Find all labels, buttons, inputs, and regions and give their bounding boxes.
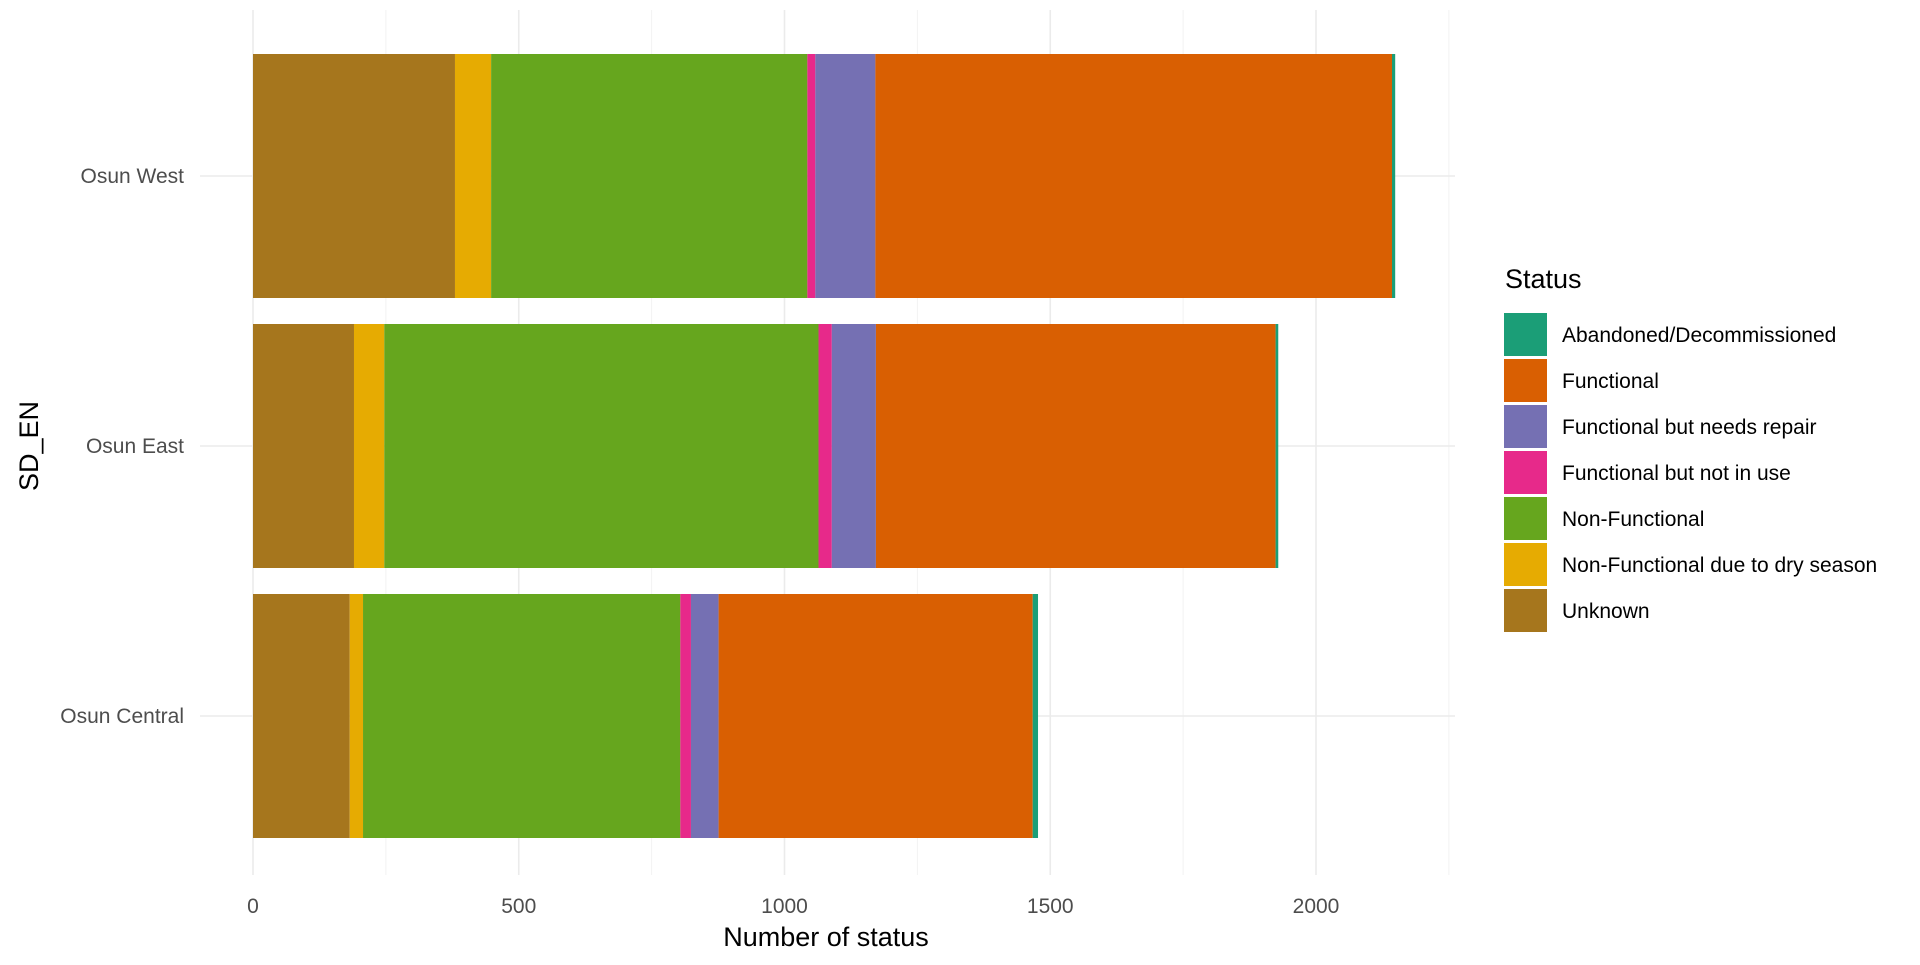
x-tick-label: 2000 xyxy=(1293,895,1340,918)
legend-key xyxy=(1504,359,1547,402)
bar-segment xyxy=(875,54,1393,298)
bar-segment xyxy=(1275,324,1279,568)
legend-title: Status xyxy=(1505,264,1582,294)
bar-segment xyxy=(253,594,350,838)
bar-segment xyxy=(807,54,816,298)
bar-segment xyxy=(1032,594,1039,838)
bar-segment xyxy=(353,324,385,568)
legend: Status Abandoned/Decommissioned Functiona… xyxy=(1504,264,1877,632)
x-axis-ticks: 0 500 1000 1500 2000 xyxy=(247,895,1339,918)
bar-segment xyxy=(349,594,364,838)
x-axis-title: Number of status xyxy=(723,922,929,952)
y-axis-title: SD_EN xyxy=(14,401,44,491)
bar-segment xyxy=(680,594,691,838)
legend-label: Unknown xyxy=(1562,600,1650,623)
bar-segment xyxy=(875,324,1276,568)
y-tick-label: Osun Central xyxy=(60,705,184,728)
legend-key xyxy=(1504,313,1547,356)
legend-key xyxy=(1504,497,1547,540)
bar-segment xyxy=(1392,54,1396,298)
bar-segment xyxy=(690,594,719,838)
y-axis-ticks: Osun West Osun East Osun Central xyxy=(60,165,184,728)
y-tick-label: Osun East xyxy=(86,435,184,458)
x-tick-label: 500 xyxy=(501,895,536,918)
bar-segment xyxy=(253,54,455,298)
legend-label: Non-Functional due to dry season xyxy=(1562,554,1877,577)
bar-segment xyxy=(818,324,832,568)
bar-segment xyxy=(253,324,354,568)
legend-key xyxy=(1504,589,1547,632)
legend-label: Non-Functional xyxy=(1562,508,1704,531)
legend-key xyxy=(1504,405,1547,448)
legend-key xyxy=(1504,451,1547,494)
legend-label: Functional but not in use xyxy=(1562,462,1791,485)
bar-segment xyxy=(491,54,808,298)
x-tick-label: 1000 xyxy=(761,895,808,918)
bar-segment xyxy=(454,54,492,298)
bars xyxy=(253,54,1396,838)
legend-label: Abandoned/Decommissioned xyxy=(1562,324,1836,347)
legend-label: Functional xyxy=(1562,370,1659,393)
bar-segment xyxy=(363,594,681,838)
y-tick-label: Osun West xyxy=(81,165,185,188)
legend-label: Functional but needs repair xyxy=(1562,416,1817,439)
x-tick-label: 1500 xyxy=(1027,895,1074,918)
x-tick-label: 0 xyxy=(247,895,259,918)
bar-segment xyxy=(718,594,1033,838)
legend-key xyxy=(1504,543,1547,586)
bar-segment xyxy=(815,54,876,298)
bar-segment xyxy=(831,324,876,568)
bar-segment xyxy=(384,324,819,568)
